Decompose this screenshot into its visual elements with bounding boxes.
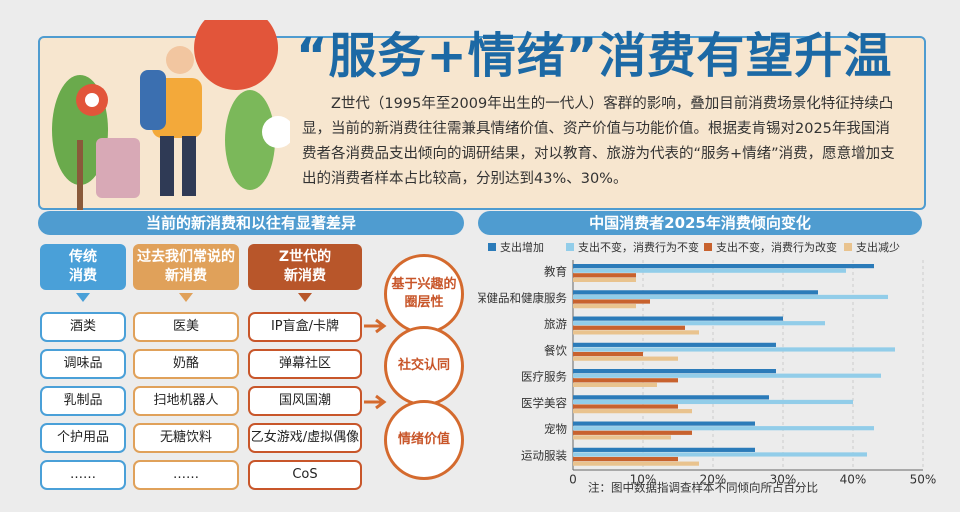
bar (573, 369, 776, 374)
pointer (76, 293, 90, 302)
header-line: 消费 (69, 268, 97, 284)
item-box: 调味品 (40, 349, 126, 379)
x-tick-label: 0 (569, 473, 577, 487)
item-box: 扫地机器人 (133, 386, 239, 416)
item-box: 医美 (133, 312, 239, 342)
chart-note: 注：图中数据指调查样本不同倾向所占百分比 (588, 481, 818, 495)
y-tick-label: 餐饮 (544, 343, 567, 357)
trait-circle: 基于兴趣的 圈层性 (384, 254, 464, 334)
item-box: 弹幕社区 (248, 349, 362, 379)
column-header: Z世代的新消费 (248, 244, 362, 290)
bar (573, 378, 678, 383)
bar (573, 330, 699, 335)
illustration (52, 20, 290, 210)
item-box: 奶酪 (133, 349, 239, 379)
item-box: 个护用品 (40, 423, 126, 453)
item-box: IP盲盒/卡牌 (248, 312, 362, 342)
bar (573, 277, 636, 282)
trait-line: 情绪价值 (397, 432, 450, 447)
bar (573, 268, 846, 273)
trait-line: 社交认同 (397, 358, 450, 373)
item-box: …… (40, 460, 126, 490)
y-tick-label: 教育 (544, 265, 567, 279)
bar (573, 399, 853, 405)
bar (573, 435, 671, 440)
header-line: 传统 (69, 249, 97, 265)
bar (573, 299, 650, 304)
y-tick-label: 旅游 (544, 317, 567, 331)
y-tick-label: 保健品和健康服务 (478, 291, 567, 305)
intro-text: Z世代（1995年至2009年出生的一代人）客群的影响，叠加目前消费场景化特征持… (302, 96, 895, 187)
bar (573, 342, 776, 347)
bar (573, 452, 867, 457)
bar (573, 461, 699, 466)
trait-line: 圈层性 (404, 295, 444, 310)
bar (573, 294, 888, 300)
legend-label: 支出增加 (500, 240, 544, 254)
bar (573, 316, 783, 321)
section-title: 当前的新消费和以往有显著差异 (38, 211, 464, 235)
bar (573, 373, 881, 378)
chart-title: 中国消费者2025年消费倾向变化 (478, 211, 922, 235)
bar (573, 395, 769, 400)
x-tick-label: 10% (630, 473, 657, 487)
legend-swatch (844, 243, 852, 251)
item-box: 酒类 (40, 312, 126, 342)
bar (573, 404, 678, 409)
bar (573, 456, 678, 462)
bar (573, 273, 636, 278)
bar (573, 264, 874, 269)
bar (573, 356, 678, 361)
item-box: 乙女游戏/虚拟偶像 (248, 423, 362, 453)
bar (573, 430, 692, 435)
legend-swatch (704, 243, 712, 251)
bar (573, 290, 818, 295)
item-box: CoS (248, 460, 362, 490)
bar (573, 347, 895, 352)
bar (573, 304, 636, 309)
header-line: 新消费 (284, 268, 326, 284)
bar (573, 321, 825, 326)
column-header: 过去我们常说的 新消费 (133, 244, 239, 290)
bar (573, 426, 874, 431)
y-tick-label: 宠物 (544, 422, 567, 436)
bar (573, 382, 657, 387)
bar (573, 351, 643, 357)
bar (573, 447, 755, 452)
trait-circle: 社交认同 (384, 326, 464, 406)
legend-swatch (566, 243, 574, 251)
trait-line: 基于兴趣的 (391, 277, 457, 292)
page-title: “服务+情绪”消费有望升温 (296, 28, 893, 84)
legend-label: 支出不变，消费行为不变 (578, 240, 699, 254)
legend-label: 支出不变，消费行为改变 (716, 240, 837, 254)
item-box: …… (133, 460, 239, 490)
header-line: 新消费 (165, 268, 207, 284)
pointer (298, 293, 312, 302)
x-tick-label: 30% (770, 473, 797, 487)
y-tick-label: 医疗服务 (521, 370, 567, 384)
arrows (364, 318, 387, 410)
x-tick-label: 40% (840, 473, 867, 487)
legend-label: 支出减少 (856, 240, 900, 254)
bar (573, 421, 755, 426)
bar (573, 325, 685, 330)
legend-swatch (488, 243, 496, 251)
y-tick-label: 运动服装 (521, 448, 567, 462)
item-box: 无糖饮料 (133, 423, 239, 453)
x-tick-label: 50% (910, 473, 937, 487)
x-tick-label: 20% (700, 473, 727, 487)
item-box: 乳制品 (40, 386, 126, 416)
bar (573, 409, 692, 414)
header-line: Z世代的 (278, 249, 332, 265)
column-header: 传统 消费 (40, 244, 126, 290)
pointer (179, 293, 193, 302)
header-line: 过去我们常说的 (137, 249, 235, 265)
y-tick-label: 医学美容 (521, 396, 567, 410)
item-box: 国风国潮 (248, 386, 362, 416)
trait-circle: 情绪价值 (384, 400, 464, 480)
chart: 支出增加 支出不变，消费行为不变 支出不变，消费行为改变 支出减少 0 10% 20% 30%… (478, 240, 937, 495)
